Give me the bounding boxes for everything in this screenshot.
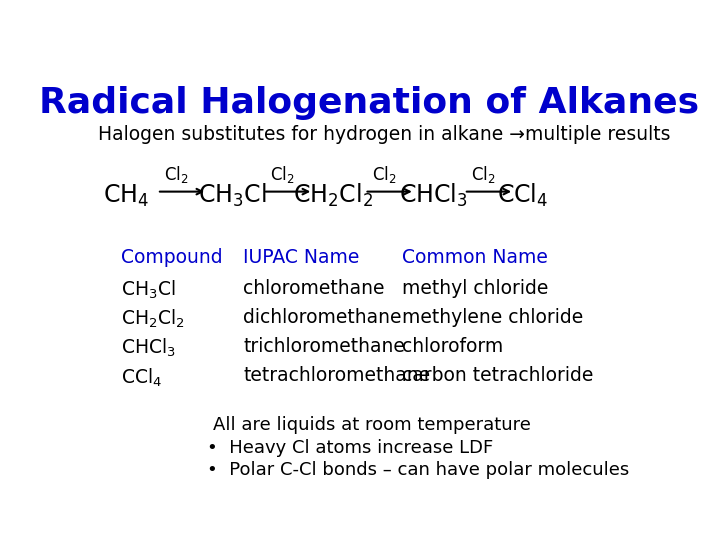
Text: CH$_2$Cl$_2$: CH$_2$Cl$_2$: [293, 182, 373, 210]
Text: CCl$_4$: CCl$_4$: [121, 366, 162, 389]
Text: Common Name: Common Name: [402, 248, 549, 267]
Text: trichloromethane: trichloromethane: [243, 337, 405, 356]
Text: Compound: Compound: [121, 248, 222, 267]
Text: methyl chloride: methyl chloride: [402, 279, 549, 298]
Text: CH$_3$Cl: CH$_3$Cl: [198, 182, 266, 210]
Text: IUPAC Name: IUPAC Name: [243, 248, 360, 267]
Text: CH$_3$Cl: CH$_3$Cl: [121, 279, 176, 301]
Text: All are liquids at room temperature: All are liquids at room temperature: [213, 416, 531, 434]
Text: dichloromethane: dichloromethane: [243, 308, 402, 327]
Text: CHCl$_3$: CHCl$_3$: [121, 337, 176, 360]
Text: CH$_2$Cl$_2$: CH$_2$Cl$_2$: [121, 308, 184, 330]
Text: •  Heavy Cl atoms increase LDF: • Heavy Cl atoms increase LDF: [207, 439, 493, 457]
Text: Cl$_2$: Cl$_2$: [270, 165, 294, 185]
Text: chloromethane: chloromethane: [243, 279, 385, 298]
Text: CHCl$_3$: CHCl$_3$: [399, 182, 467, 210]
Text: •  Polar C-Cl bonds – can have polar molecules: • Polar C-Cl bonds – can have polar mole…: [207, 461, 629, 478]
Text: Cl$_2$: Cl$_2$: [471, 165, 495, 185]
Text: carbon tetrachloride: carbon tetrachloride: [402, 366, 594, 385]
Text: tetrachloromethane: tetrachloromethane: [243, 366, 431, 385]
Text: Halogen substitutes for hydrogen in alkane →multiple results: Halogen substitutes for hydrogen in alka…: [99, 125, 671, 144]
Text: Radical Halogenation of Alkanes: Radical Halogenation of Alkanes: [39, 85, 699, 119]
Text: CCl$_4$: CCl$_4$: [497, 182, 548, 210]
Text: chloroform: chloroform: [402, 337, 504, 356]
Text: Cl$_2$: Cl$_2$: [372, 165, 397, 185]
Text: Cl$_2$: Cl$_2$: [164, 165, 189, 185]
Text: methylene chloride: methylene chloride: [402, 308, 584, 327]
Text: CH$_4$: CH$_4$: [103, 183, 149, 209]
